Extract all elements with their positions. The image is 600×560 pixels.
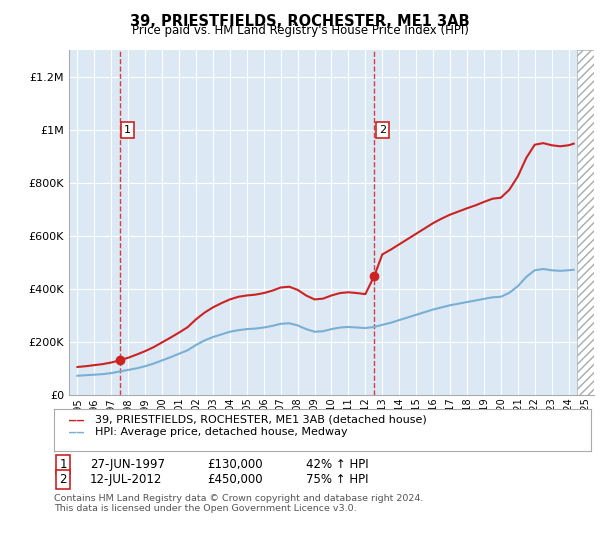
Text: £450,000: £450,000 bbox=[207, 473, 263, 487]
Text: ——: —— bbox=[69, 413, 84, 427]
Text: 12-JUL-2012: 12-JUL-2012 bbox=[90, 473, 163, 487]
Bar bbox=[577, 50, 594, 395]
Text: £130,000: £130,000 bbox=[207, 458, 263, 472]
Text: 2: 2 bbox=[379, 125, 386, 135]
Text: 75% ↑ HPI: 75% ↑ HPI bbox=[306, 473, 368, 487]
Text: 42% ↑ HPI: 42% ↑ HPI bbox=[306, 458, 368, 472]
Text: 1: 1 bbox=[124, 125, 131, 135]
Text: HPI: Average price, detached house, Medway: HPI: Average price, detached house, Medw… bbox=[95, 427, 347, 437]
Text: Contains HM Land Registry data © Crown copyright and database right 2024.
This d: Contains HM Land Registry data © Crown c… bbox=[54, 494, 424, 514]
Text: 39, PRIESTFIELDS, ROCHESTER, ME1 3AB (detached house): 39, PRIESTFIELDS, ROCHESTER, ME1 3AB (de… bbox=[95, 415, 427, 425]
Text: 2: 2 bbox=[59, 473, 67, 487]
Text: 1: 1 bbox=[59, 458, 67, 472]
Text: 27-JUN-1997: 27-JUN-1997 bbox=[90, 458, 165, 472]
Text: 39, PRIESTFIELDS, ROCHESTER, ME1 3AB: 39, PRIESTFIELDS, ROCHESTER, ME1 3AB bbox=[130, 14, 470, 29]
Text: Price paid vs. HM Land Registry's House Price Index (HPI): Price paid vs. HM Land Registry's House … bbox=[131, 24, 469, 37]
Text: ——: —— bbox=[69, 426, 84, 439]
